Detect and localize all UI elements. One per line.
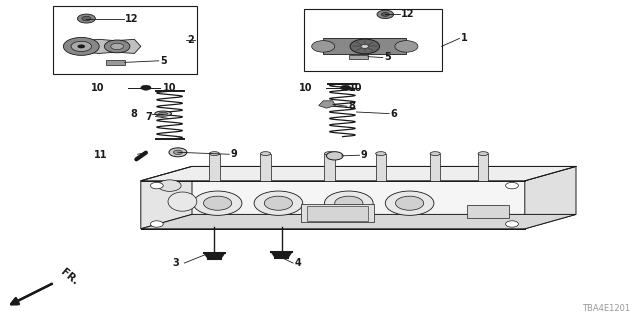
Text: FR.: FR. [59, 267, 80, 287]
Polygon shape [319, 101, 335, 108]
Ellipse shape [260, 152, 271, 156]
Ellipse shape [209, 152, 220, 156]
Circle shape [158, 180, 181, 191]
Text: 10: 10 [349, 83, 362, 93]
Bar [304, 9, 442, 71]
Ellipse shape [376, 152, 386, 156]
Circle shape [169, 148, 187, 157]
Ellipse shape [324, 152, 335, 156]
Polygon shape [376, 154, 386, 181]
Circle shape [381, 12, 389, 16]
Text: 1: 1 [461, 33, 468, 43]
Circle shape [63, 37, 99, 55]
Circle shape [141, 85, 151, 90]
Circle shape [350, 39, 380, 54]
Text: 11: 11 [94, 150, 108, 160]
Circle shape [77, 14, 95, 23]
Circle shape [150, 182, 163, 189]
Text: 6: 6 [390, 108, 397, 119]
Text: 7: 7 [145, 112, 152, 122]
Circle shape [82, 16, 91, 21]
Polygon shape [324, 154, 335, 181]
Bar [301, 204, 374, 222]
Circle shape [312, 41, 335, 52]
Circle shape [150, 221, 163, 227]
Polygon shape [64, 39, 141, 53]
Text: 9: 9 [230, 149, 237, 159]
Circle shape [254, 191, 303, 215]
Text: 12: 12 [125, 13, 138, 24]
Circle shape [326, 152, 343, 160]
Text: 4: 4 [294, 258, 301, 268]
Polygon shape [209, 154, 220, 181]
Bar [53, 6, 197, 74]
Circle shape [77, 44, 85, 48]
Polygon shape [430, 154, 440, 181]
Ellipse shape [159, 112, 168, 115]
Bar [106, 60, 125, 65]
Text: 12: 12 [401, 9, 415, 20]
Polygon shape [204, 253, 225, 259]
Ellipse shape [478, 152, 488, 156]
Polygon shape [271, 252, 292, 258]
Circle shape [361, 44, 369, 48]
Circle shape [335, 196, 363, 210]
Text: 3: 3 [173, 258, 180, 268]
Bar [467, 205, 509, 218]
Polygon shape [141, 166, 576, 181]
Text: 9: 9 [361, 150, 368, 160]
Polygon shape [141, 166, 192, 229]
Circle shape [104, 40, 130, 53]
Circle shape [340, 85, 351, 90]
Bar [307, 206, 368, 221]
Ellipse shape [168, 192, 197, 211]
Text: 5: 5 [160, 56, 167, 66]
Circle shape [173, 150, 182, 155]
Text: TBA4E1201: TBA4E1201 [582, 304, 630, 313]
Circle shape [324, 191, 373, 215]
Circle shape [396, 196, 424, 210]
Text: 5: 5 [384, 52, 391, 62]
Bar [349, 55, 368, 59]
Circle shape [111, 43, 124, 50]
Circle shape [385, 191, 434, 215]
Circle shape [71, 41, 92, 52]
Circle shape [506, 182, 518, 189]
Text: 10: 10 [299, 83, 312, 93]
Circle shape [506, 221, 518, 227]
Polygon shape [525, 166, 576, 229]
Ellipse shape [155, 111, 172, 116]
Ellipse shape [430, 152, 440, 156]
Text: 8: 8 [348, 101, 355, 111]
Polygon shape [141, 181, 525, 229]
Circle shape [395, 41, 418, 52]
Polygon shape [260, 154, 271, 181]
Text: 8: 8 [131, 108, 138, 119]
Polygon shape [141, 214, 576, 229]
Text: 10: 10 [91, 83, 104, 93]
Polygon shape [323, 38, 406, 54]
Text: 2: 2 [187, 35, 194, 45]
Circle shape [204, 196, 232, 210]
Polygon shape [478, 154, 488, 181]
Circle shape [264, 196, 292, 210]
Circle shape [193, 191, 242, 215]
Text: 10: 10 [163, 83, 176, 93]
Circle shape [377, 10, 394, 19]
